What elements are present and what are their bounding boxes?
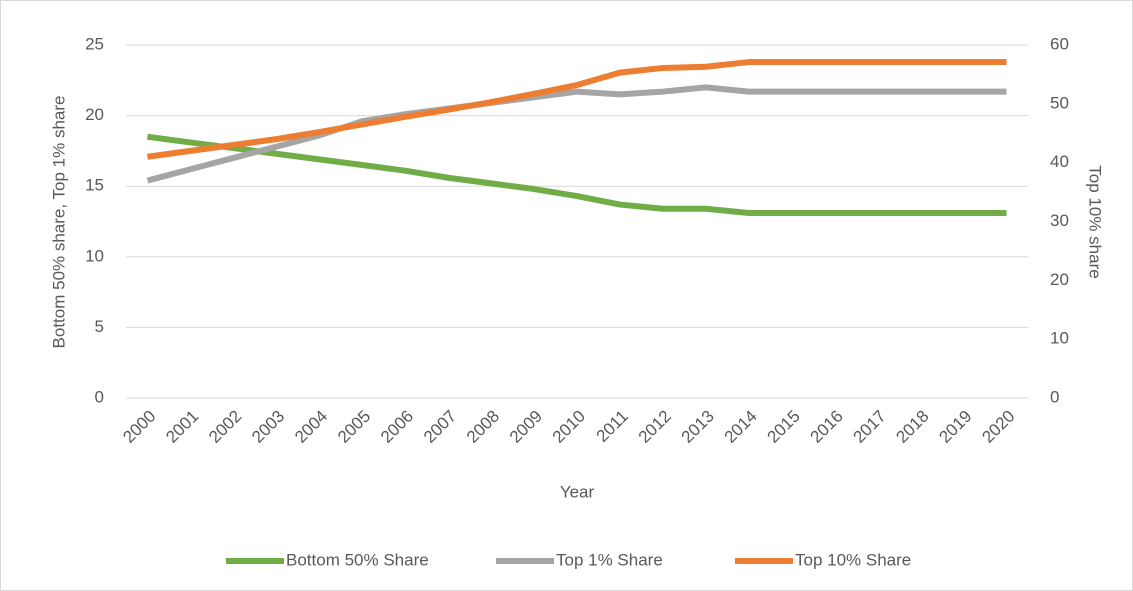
legend-label: Top 1% Share xyxy=(556,550,663,569)
y2-tick-label: 0 xyxy=(1050,387,1059,406)
y-tick-label: 0 xyxy=(95,387,104,406)
y2-axis-title: Top 10% share xyxy=(1086,165,1105,278)
y-tick-label: 15 xyxy=(85,176,104,195)
y-tick-label: 25 xyxy=(85,34,104,53)
y-tick-label: 5 xyxy=(95,317,104,336)
y-tick-label: 20 xyxy=(85,105,104,124)
y2-tick-label: 20 xyxy=(1050,270,1069,289)
y2-tick-label: 50 xyxy=(1050,93,1069,112)
legend-label: Top 10% Share xyxy=(795,550,911,569)
y2-tick-label: 10 xyxy=(1050,329,1069,348)
series-line xyxy=(146,84,1007,184)
x-axis-title: Year xyxy=(560,482,595,501)
legend-label: Bottom 50% Share xyxy=(286,550,429,569)
y2-tick-label: 40 xyxy=(1050,152,1069,171)
y-tick-label: 10 xyxy=(85,246,104,265)
series-line xyxy=(147,133,1007,217)
y2-tick-label: 60 xyxy=(1050,34,1069,53)
y2-tick-label: 30 xyxy=(1050,211,1069,230)
series-line xyxy=(147,59,1007,160)
y-axis-title: Bottom 50% share, Top 1% share xyxy=(49,96,68,349)
